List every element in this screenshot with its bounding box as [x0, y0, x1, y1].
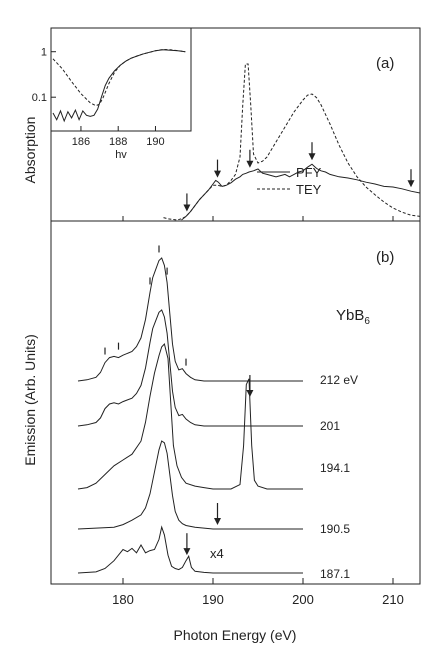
spectrum-label-2: 194.1 — [320, 461, 350, 475]
xtick-label-0: 180 — [112, 592, 134, 607]
spectrum-line-2 — [77, 342, 303, 490]
arrow-a-head-2 — [246, 160, 254, 168]
panel-b-ylabel: Emission (Arb. Units) — [22, 334, 38, 465]
series-pfy-line — [181, 163, 421, 221]
series-tey-line — [163, 63, 421, 221]
spectrum-label-4: 187.1 — [320, 567, 350, 581]
spectrum-line-0 — [77, 257, 303, 382]
spectrum-label-1: 201 — [320, 419, 340, 433]
spectrum-line-3 — [77, 440, 303, 530]
spectrum-label-0: 212 eV — [320, 373, 358, 387]
inset-ytick-label-1: 0.1 — [32, 92, 47, 104]
xtick-label-3: 210 — [382, 592, 404, 607]
multiplier-label: x4 — [210, 546, 224, 561]
panel-a-ylabel: Absorption — [22, 117, 38, 184]
arrow-a-head-3 — [308, 153, 316, 161]
inset-frame — [50, 27, 192, 132]
axes-ticks: 180 190 200 210 — [112, 216, 404, 607]
arrow-b-head-0 — [246, 390, 254, 398]
panel-a-label: (a) — [376, 55, 394, 72]
spectrum-label-3: 190.5 — [320, 522, 350, 536]
arrow-a-head-0 — [183, 204, 191, 212]
legend-tey-label: TEY — [296, 182, 322, 197]
panel-b-label: (b) — [376, 249, 394, 266]
compound-label: YbB6 — [336, 307, 370, 327]
inset-xtick-label-0: 186 — [72, 136, 90, 148]
x-axis-label: Photon Energy (eV) — [174, 627, 297, 643]
panel-a-plot — [163, 63, 421, 221]
spectrum-line-1 — [77, 309, 303, 427]
arrow-b-head-1 — [214, 518, 221, 525]
inset-xtick-label-2: 190 — [146, 136, 164, 148]
legend: PFY TEY — [257, 165, 322, 197]
arrow-b-head-2 — [183, 548, 191, 556]
compound-text: YbB — [336, 307, 364, 324]
xtick-label-1: 190 — [202, 592, 224, 607]
xtick-label-2: 200 — [292, 592, 314, 607]
arrow-a-head-4 — [407, 180, 415, 188]
inset-xtick-label-1: 188 — [109, 136, 127, 148]
panel-b-plot: 212 eV 201 194.1 190.5 187.1 x4 — [77, 245, 358, 581]
inset-xlabel: hv — [115, 149, 127, 161]
inset-ytick-label-0: 1 — [41, 47, 47, 59]
spectrum-line-4 — [77, 525, 303, 574]
compound-subscript: 6 — [364, 316, 370, 327]
legend-pfy-label: PFY — [296, 165, 322, 180]
inset-plot: 186 188 190 1 0.1 — [32, 47, 186, 148]
arrow-a-head-1 — [214, 170, 221, 178]
panel-b-frame — [50, 220, 421, 585]
inset-series-tey-line — [52, 48, 186, 107]
